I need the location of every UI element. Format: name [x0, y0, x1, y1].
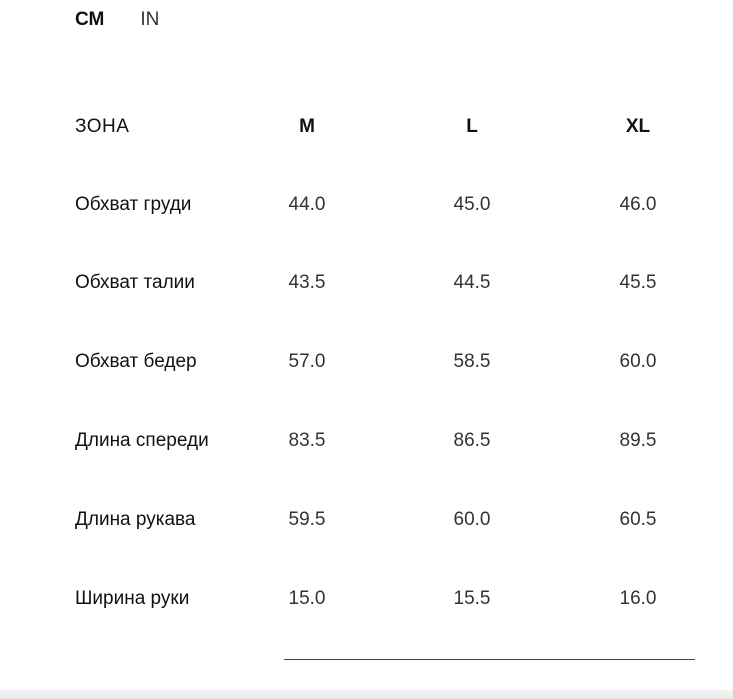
size-value: 44.5 [453, 272, 491, 293]
table-row: Обхват талии 43.5 44.5 45.5 [0, 272, 733, 296]
size-value: 16.0 [619, 588, 657, 609]
unit-in-button[interactable]: IN [140, 9, 160, 30]
table-row: Длина спереди 83.5 86.5 89.5 [0, 430, 733, 454]
size-value: 83.5 [288, 430, 326, 451]
bottom-shadow [0, 690, 733, 699]
row-label: Длина рукава [75, 509, 196, 530]
size-value: 15.5 [453, 588, 491, 609]
table-row: Ширина руки 15.0 15.5 16.0 [0, 588, 733, 612]
zone-header: ЗОНА [75, 116, 130, 137]
unit-cm-button[interactable]: СМ [75, 9, 105, 30]
row-label: Обхват бедер [75, 351, 197, 372]
row-label: Обхват груди [75, 194, 192, 215]
row-label: Ширина руки [75, 588, 190, 609]
size-value: 60.5 [619, 509, 657, 530]
size-value: 60.0 [619, 351, 657, 372]
size-value: 59.5 [288, 509, 326, 530]
size-header-m: M [299, 116, 315, 137]
table-header: ЗОНА M L XL [0, 116, 733, 140]
row-label: Длина спереди [75, 430, 209, 451]
size-header-xl: XL [625, 116, 651, 137]
size-value: 15.0 [288, 588, 326, 609]
divider [284, 659, 695, 660]
size-value: 46.0 [619, 194, 657, 215]
row-label: Обхват талии [75, 272, 195, 293]
size-value: 45.5 [619, 272, 657, 293]
size-value: 58.5 [453, 351, 491, 372]
size-value: 45.0 [453, 194, 491, 215]
size-header-l: L [466, 116, 478, 137]
size-value: 44.0 [288, 194, 326, 215]
size-value: 57.0 [288, 351, 326, 372]
table-row: Обхват бедер 57.0 58.5 60.0 [0, 351, 733, 375]
unit-toggle: СМ IN [75, 9, 159, 31]
size-value: 86.5 [453, 430, 491, 451]
size-value: 60.0 [453, 509, 491, 530]
size-value: 43.5 [288, 272, 326, 293]
table-row: Длина рукава 59.5 60.0 60.5 [0, 509, 733, 533]
table-row: Обхват груди 44.0 45.0 46.0 [0, 194, 733, 218]
size-value: 89.5 [619, 430, 657, 451]
